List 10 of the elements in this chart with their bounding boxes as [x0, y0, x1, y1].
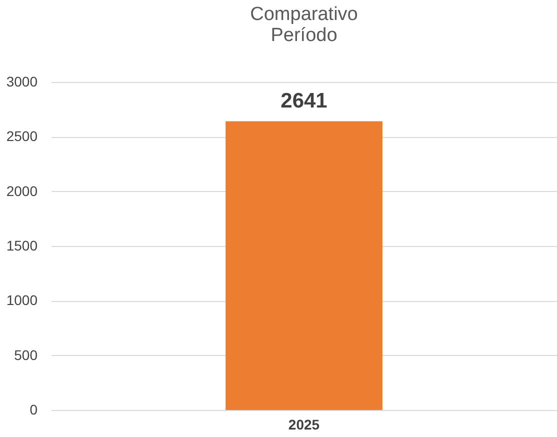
y-tick-label: 3000	[6, 74, 38, 90]
y-tick-label: 500	[14, 346, 38, 363]
y-tick-label: 1000	[6, 292, 38, 308]
y-tick-label: 1500	[6, 238, 38, 254]
y-tick-label: 2000	[6, 182, 38, 199]
y-tick-label: 0	[30, 402, 38, 418]
data-label: 2641	[280, 89, 328, 112]
chart-title: Comparativo Período	[250, 4, 358, 46]
x-tick-label: 2025	[288, 416, 320, 432]
y-tick-label: 2500	[6, 128, 38, 144]
